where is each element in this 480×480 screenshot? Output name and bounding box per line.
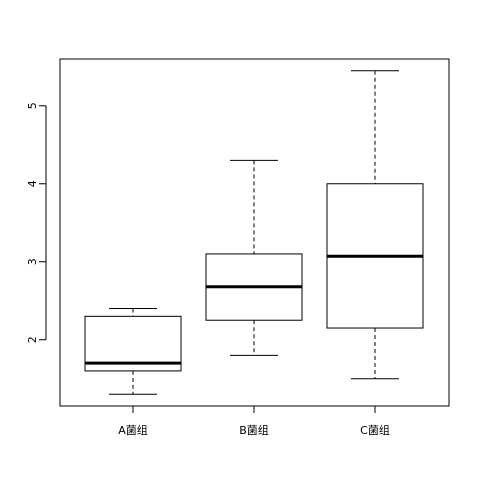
box-2 (205, 159, 303, 356)
x-tick-label-3: C菌组 (360, 423, 390, 437)
y-tick-label-5: 5 (26, 102, 39, 109)
boxes (84, 70, 424, 395)
box-3 (326, 70, 424, 380)
x-tick-label-2: B菌组 (239, 423, 269, 437)
x-tick-label-1: A菌组 (118, 423, 148, 437)
y-tick-label-2: 2 (26, 336, 39, 343)
y-axis: 2 3 4 5 (26, 102, 47, 343)
x-axis: A菌组 B菌组 C菌组 (118, 405, 390, 437)
box-1 (84, 308, 182, 395)
y-tick-label-4: 4 (26, 180, 39, 187)
y-tick-label-3: 3 (26, 258, 39, 265)
